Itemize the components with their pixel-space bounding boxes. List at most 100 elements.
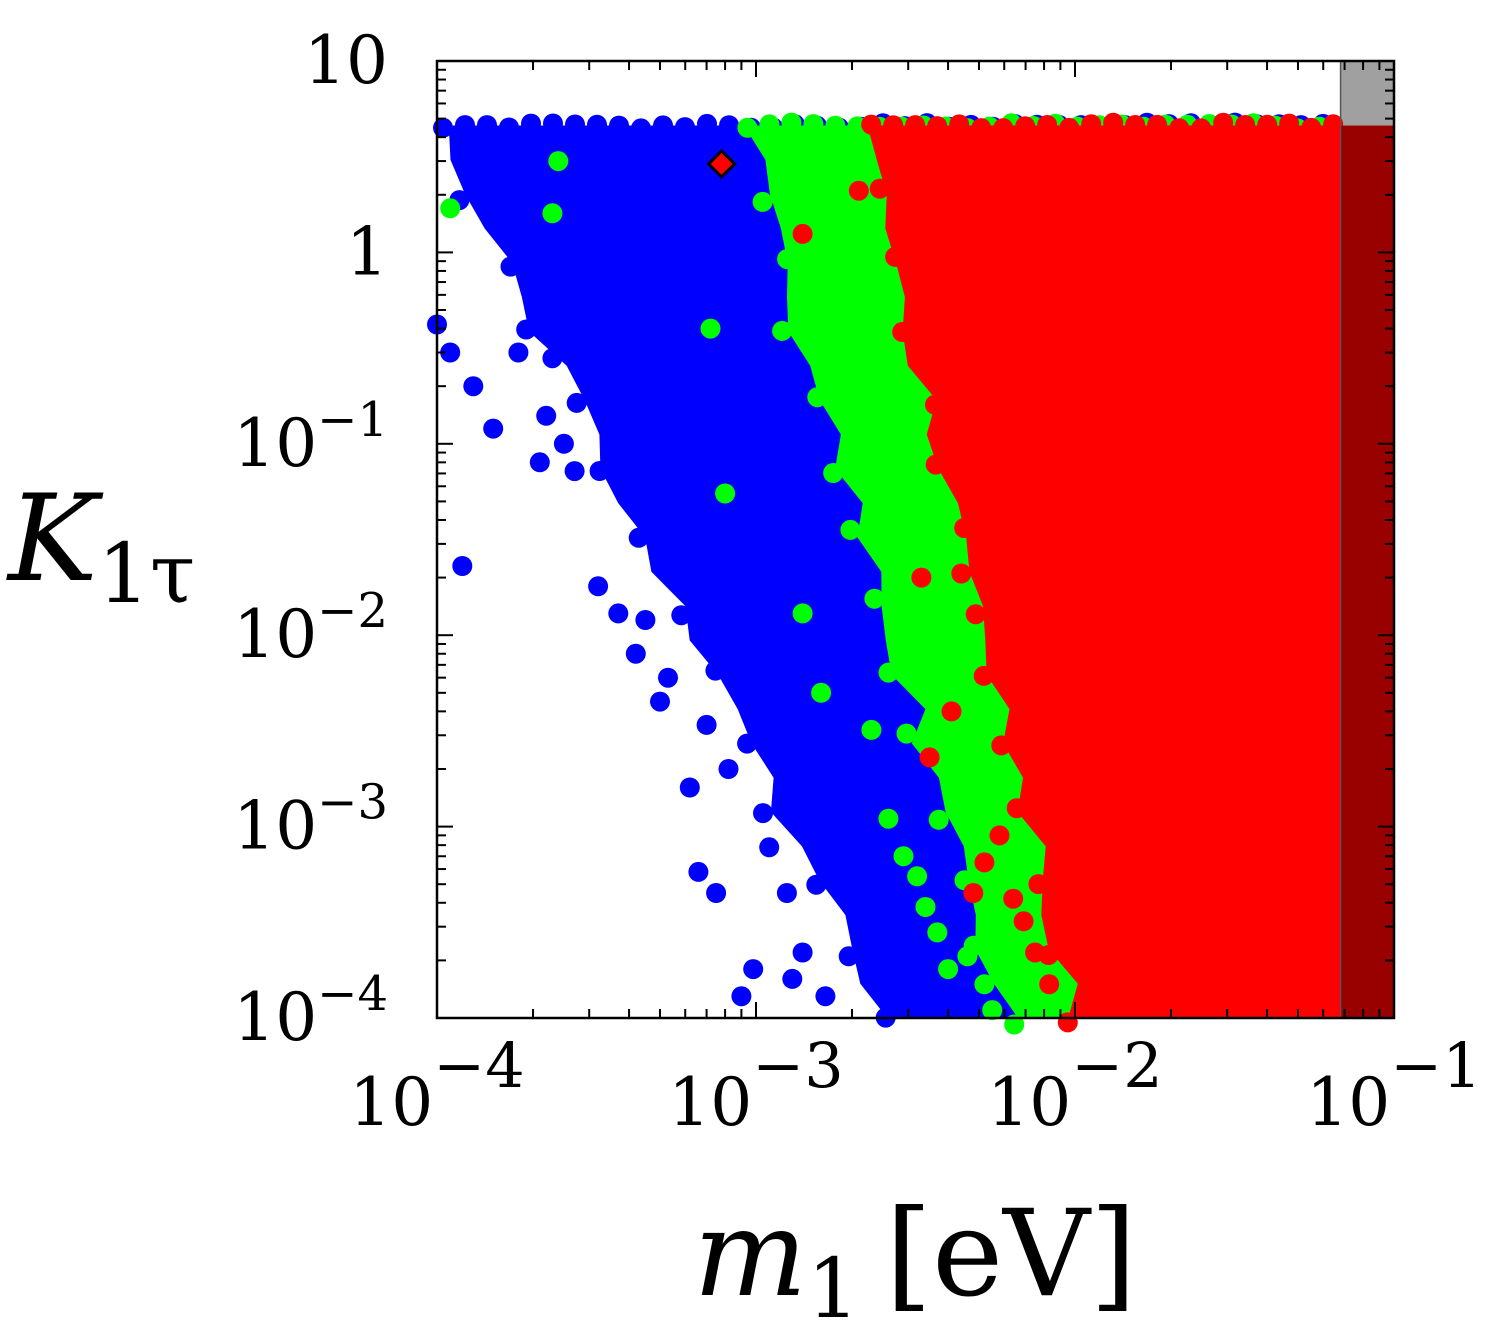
blue-edge-point: [838, 946, 859, 967]
red-edge-point: [1006, 798, 1027, 819]
red-edge-point: [1028, 874, 1049, 895]
red-point: [919, 747, 940, 768]
blue-point: [696, 714, 717, 735]
x-axis-title: m1 [eV]: [693, 1185, 1136, 1328]
y-axis-subscript: 1τ: [98, 527, 196, 622]
blue-edge-point: [565, 114, 585, 135]
blue-point: [815, 986, 836, 1007]
red-edge-point: [861, 114, 882, 135]
excluded-overlap-layer: [1339, 61, 1394, 1018]
red-region: [867, 125, 1341, 1018]
red-point: [963, 883, 984, 903]
blue-point: [440, 342, 461, 363]
blue-point: [452, 556, 473, 576]
blue-point: [650, 691, 670, 712]
plot-frame: [435, 59, 1396, 1020]
blue-edge-point: [566, 392, 587, 413]
green-point: [927, 922, 948, 943]
blue-edge-point: [671, 605, 692, 626]
blue-point: [608, 603, 629, 624]
y-tick-exponent: −3: [317, 775, 388, 831]
x-tick-label: 10−4: [349, 1029, 524, 1141]
blue-point: [919, 992, 940, 1013]
blue-edge-point: [705, 660, 726, 681]
y-tick-base: 10: [304, 22, 388, 99]
y-tick-label: 1: [346, 213, 388, 290]
blue-point: [658, 667, 678, 688]
green-edge-point: [807, 387, 828, 408]
blue-point: [848, 899, 869, 920]
blue-edge-point: [477, 115, 497, 136]
plot-border: [435, 59, 1396, 1020]
green-point: [957, 946, 978, 967]
red-edge-point: [1147, 114, 1168, 135]
blue-edge-point: [628, 527, 649, 548]
blue-point: [728, 664, 749, 685]
red-point: [951, 563, 972, 584]
blue-point: [792, 942, 813, 963]
green-point: [440, 198, 461, 219]
blue-point: [861, 954, 882, 975]
blue-point: [834, 825, 855, 846]
blue-point: [759, 837, 780, 858]
red-edge-point: [965, 604, 986, 625]
y-tick-label: 10: [304, 22, 388, 99]
x-tick-label: 10−2: [987, 1029, 1162, 1141]
red-point: [1025, 942, 1046, 963]
red-edge-point: [1235, 115, 1256, 135]
y-tick-label: 10−3: [233, 775, 388, 865]
red-edge-point: [954, 518, 975, 538]
green-edge-point: [781, 112, 802, 133]
blue-edge-point: [631, 118, 651, 139]
blue-edge-point: [719, 115, 739, 136]
green-point: [548, 151, 569, 172]
green-edge-point: [752, 191, 773, 212]
blue-point: [536, 405, 557, 426]
blue-edge-point: [455, 115, 475, 136]
blue-edge-point: [516, 319, 537, 340]
blue-point: [625, 643, 646, 664]
red-point: [989, 825, 1010, 846]
y-tick-base: 10: [233, 596, 317, 673]
blue-point: [743, 959, 764, 980]
blue-point: [731, 986, 752, 1007]
red-edge-point: [1125, 115, 1146, 135]
green-point: [974, 974, 995, 995]
red-edge-point: [1081, 114, 1102, 135]
green-edge-point: [864, 588, 885, 609]
blue-point: [800, 712, 821, 733]
green-point: [907, 866, 928, 887]
green-edge-point: [777, 249, 798, 270]
blue-edge-point: [753, 803, 773, 824]
green-edge-point: [896, 723, 917, 744]
red-edge-point: [1169, 118, 1190, 139]
green-edge-point: [803, 114, 824, 135]
green-edge-point: [759, 114, 780, 135]
blue-edge-point: [499, 117, 519, 138]
blue-point: [508, 342, 529, 363]
x-axis-subscript: 1: [807, 1242, 859, 1328]
y-axis-symbol: K: [6, 470, 104, 609]
red-edge-point: [925, 454, 946, 475]
blue-point: [706, 883, 727, 903]
y-tick-exponent: −1: [317, 392, 388, 448]
blue-point: [483, 418, 504, 439]
green-point: [792, 603, 813, 624]
blue-point: [718, 759, 739, 779]
blue-point: [902, 963, 923, 984]
red-edge-point: [892, 322, 913, 342]
blue-point: [635, 610, 656, 630]
green-point: [861, 719, 882, 740]
y-tick-base: 10: [233, 979, 317, 1056]
red-edge-point: [869, 178, 890, 199]
red-point: [848, 180, 869, 201]
red-edge-point: [1301, 117, 1322, 138]
x-axis-unit: [eV]: [885, 1185, 1136, 1324]
y-tick-label: 10−4: [233, 966, 388, 1056]
red-point: [1013, 911, 1034, 932]
blue-point: [768, 705, 789, 726]
red-edge-point: [883, 115, 904, 136]
red-edge-point: [1213, 112, 1234, 133]
